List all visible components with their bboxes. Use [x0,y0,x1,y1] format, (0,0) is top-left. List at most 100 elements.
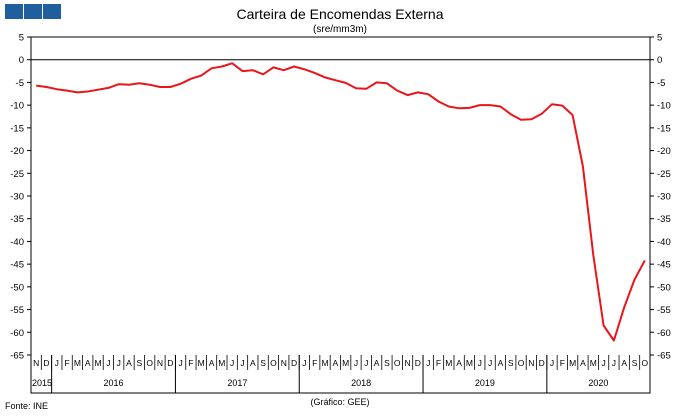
y-tick-label-left: -35 [10,214,24,225]
month-label: S [136,358,142,368]
y-tick-label-right: -15 [657,123,671,134]
month-label: M [342,358,349,368]
month-label: A [374,358,380,368]
month-label: A [498,358,504,368]
y-tick-label-right: -55 [657,305,671,316]
y-tick-label-left: -40 [10,237,24,248]
month-label: M [95,358,102,368]
month-label: J [117,358,121,368]
month-label: D [415,358,421,368]
month-label: A [250,358,256,368]
month-label: N [404,358,410,368]
y-tick-label-left: -15 [10,123,24,134]
month-label: J [240,358,244,368]
chart-subtitle: (sre/mm3m) [313,24,367,35]
y-tick-label-right: -5 [657,78,665,89]
month-label: O [146,358,153,368]
month-label: J [230,358,234,368]
y-tick-label-right: -60 [657,328,671,339]
month-label: M [321,358,328,368]
month-label: N [281,358,287,368]
year-label: 2018 [351,378,371,388]
month-label: N [528,358,534,368]
month-label: J [550,358,554,368]
month-label: O [642,358,649,368]
y-tick-label-right: -10 [657,101,671,112]
month-label: A [456,358,462,368]
y-tick-label-left: -5 [16,78,24,89]
month-label: J [612,358,616,368]
month-label: J [302,358,306,368]
month-label: J [426,358,430,368]
ine-logo-square-1 [5,4,23,19]
ine-logo-square-3 [43,4,61,19]
year-label: 2017 [227,378,247,388]
ine-logo-square-2 [24,4,42,19]
month-label: M [590,358,597,368]
month-label: O [270,358,277,368]
y-tick-label-right: 5 [657,33,662,44]
month-label: M [569,358,576,368]
month-label: F [436,358,441,368]
y-tick-label-right: -25 [657,169,671,180]
month-label: N [33,358,39,368]
month-label: O [518,358,525,368]
month-label: F [312,358,317,368]
month-label: N [157,358,163,368]
month-label: A [209,358,215,368]
month-label: A [580,358,586,368]
year-label: 2016 [104,378,124,388]
month-label: F [65,358,70,368]
y-tick-label-left: -45 [10,260,24,271]
month-label: F [188,358,193,368]
y-tick-label-left: -10 [10,101,24,112]
month-label: S [508,358,514,368]
month-label: F [560,358,565,368]
month-label: D [539,358,545,368]
month-label: M [445,358,452,368]
y-tick-label-right: 0 [657,55,662,66]
y-tick-label-right: -30 [657,192,671,203]
month-label: J [178,358,182,368]
series-line [36,62,646,342]
month-label: M [74,358,81,368]
y-tick-label-left: -30 [10,192,24,203]
month-label: J [478,358,482,368]
month-label: J [55,358,59,368]
month-label: A [333,358,339,368]
y-tick-label-right: -65 [657,351,671,362]
month-label: A [126,358,132,368]
month-label: J [601,358,605,368]
month-label: S [632,358,638,368]
month-label: M [218,358,225,368]
year-label: 2019 [475,378,495,388]
y-tick-label-left: -20 [10,146,24,157]
year-label: 2015 [32,378,52,388]
y-tick-label-right: -20 [657,146,671,157]
y-tick-label-left: 5 [19,33,24,44]
year-label: 2020 [588,378,608,388]
y-tick-label-left: -55 [10,305,24,316]
source-note: Fonte: INE [5,401,49,411]
month-label: O [394,358,401,368]
month-label: D [291,358,297,368]
y-tick-label-right: -45 [657,260,671,271]
y-tick-label-right: -50 [657,282,671,293]
month-label: J [354,358,358,368]
month-label: D [43,358,49,368]
y-tick-label-left: -25 [10,169,24,180]
month-label: M [466,358,473,368]
y-tick-label-left: -50 [10,282,24,293]
month-label: A [621,358,627,368]
y-tick-label-left: -65 [10,351,24,362]
month-label: J [488,358,492,368]
month-label: J [364,358,368,368]
month-label: J [106,358,110,368]
y-tick-label-left: -60 [10,328,24,339]
month-label: M [198,358,205,368]
y-tick-label-right: -35 [657,214,671,225]
chart-title: Carteira de Encomendas Externa [236,6,444,22]
plot-frame [30,36,651,394]
month-label: S [384,358,390,368]
